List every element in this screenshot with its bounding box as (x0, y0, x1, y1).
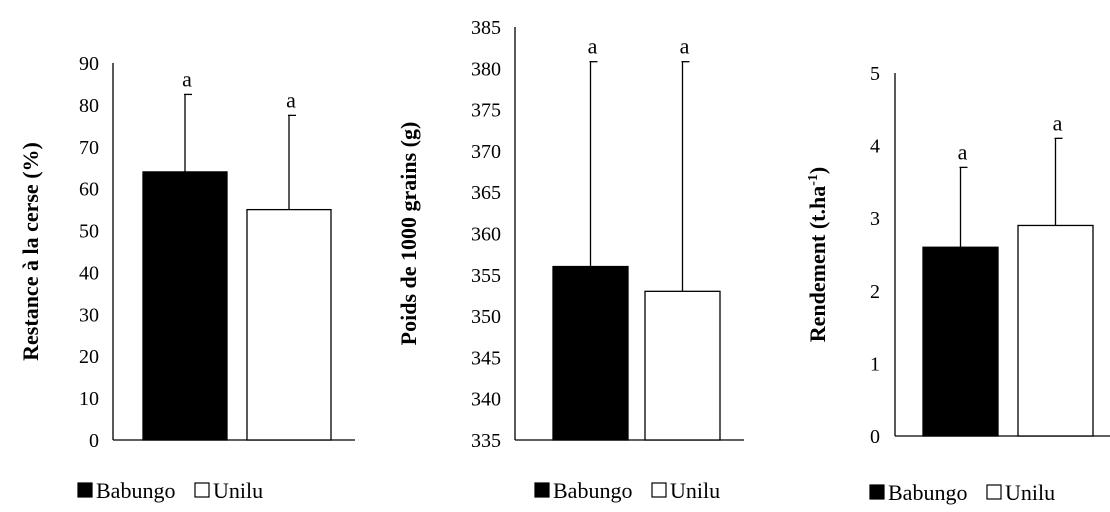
y-tick-label: 355 (471, 265, 501, 287)
legend-label-unilu: Unilu (213, 478, 263, 503)
y-axis-label: Poids de 1000 grains (g) (396, 122, 421, 346)
legend-swatch-unilu (651, 482, 667, 498)
significance-label: a (958, 139, 968, 164)
legend: Babungo Unilu (534, 478, 720, 503)
chart-panel-2: 335 340 345 350 355 360 365 370 375 380 385 Poids d… (396, 17, 744, 503)
legend: Babungo Unilu (869, 480, 1055, 505)
y-tick-label: 20 (79, 346, 99, 368)
y-tick-label: 340 (471, 389, 501, 411)
y-tick-label: 385 (471, 17, 501, 39)
y-tick-label: 365 (471, 182, 501, 204)
bar-unilu (644, 290, 721, 441)
y-tick-label: 370 (471, 141, 501, 163)
legend-swatch-unilu (194, 482, 210, 498)
legend-label-unilu: Unilu (670, 478, 720, 503)
y-tick-label: 360 (471, 224, 501, 246)
y-tick-label: 80 (79, 95, 99, 117)
y-tick-label: 380 (471, 58, 501, 80)
y-tick-label: 375 (471, 100, 501, 122)
y-tick-label: 60 (79, 179, 99, 201)
legend-swatch-babungo (77, 482, 93, 498)
y-tick-label: 70 (79, 137, 99, 159)
y-tick-label: 5 (870, 63, 880, 85)
legend: Babungo Unilu (77, 478, 263, 503)
bar-babungo (552, 265, 629, 441)
bar-unilu (1017, 224, 1094, 437)
chart-panel-1: 0 10 20 30 40 50 60 70 80 90 Restance à la cerse (… (18, 53, 355, 503)
y-tick-label: 3 (870, 208, 880, 230)
significance-label: a (286, 87, 296, 112)
y-tick-label: 335 (471, 430, 501, 452)
y-tick-label: 10 (79, 388, 99, 410)
y-axis-label: Restance à la cerse (%) (18, 142, 43, 361)
significance-label: a (680, 34, 690, 59)
y-tick-label: 2 (870, 281, 880, 303)
bar-unilu (246, 208, 332, 441)
y-tick-label: 4 (870, 136, 880, 158)
y-tick-label: 1 (870, 353, 880, 375)
chart-panel-3: 0 1 2 3 4 5 Rendement (t.ha-1) a a Babungo Unilu (805, 63, 1110, 505)
significance-label: a (1053, 110, 1063, 135)
legend-swatch-babungo (534, 482, 550, 498)
legend-label-babungo: Babungo (96, 478, 175, 503)
y-tick-label: 30 (79, 304, 99, 326)
y-tick-label: 90 (79, 53, 99, 75)
legend-label-babungo: Babungo (553, 478, 632, 503)
y-axis-label: Rendement (t.ha-1) (805, 167, 830, 342)
legend-label-babungo: Babungo (888, 480, 967, 505)
legend-swatch-babungo (869, 484, 885, 500)
y-tick-label: 0 (870, 426, 880, 448)
y-tick-label: 0 (89, 430, 99, 452)
legend-swatch-unilu (986, 484, 1002, 500)
y-tick-label: 350 (471, 306, 501, 328)
legend-label-unilu: Unilu (1005, 480, 1055, 505)
y-tick-label: 50 (79, 221, 99, 243)
y-tick-label: 345 (471, 347, 501, 369)
significance-label: a (588, 34, 598, 59)
y-tick-label: 40 (79, 262, 99, 284)
bar-babungo (922, 246, 999, 437)
bar-babungo (142, 171, 228, 441)
significance-label: a (182, 66, 192, 91)
